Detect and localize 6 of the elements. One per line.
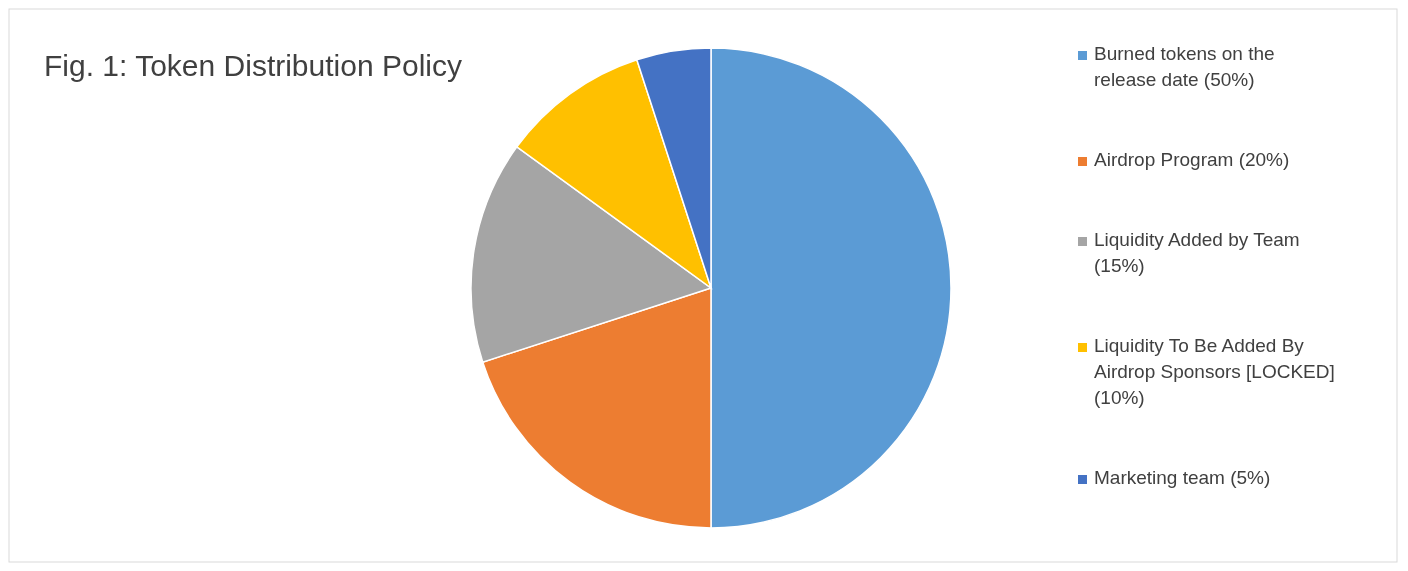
legend-label: Liquidity Added by Team (15%)	[1094, 229, 1300, 276]
chart-title: Fig. 1: Token Distribution Policy	[44, 49, 462, 82]
legend-label: Burned tokens on the release date (50%)	[1094, 43, 1275, 90]
legend-label: Airdrop Program (20%)	[1094, 149, 1290, 170]
legend-label: Marketing team (5%)	[1094, 467, 1271, 488]
legend-label: Liquidity To Be Added By Airdrop Sponsors [LOCKED] (10%)	[1094, 335, 1335, 408]
